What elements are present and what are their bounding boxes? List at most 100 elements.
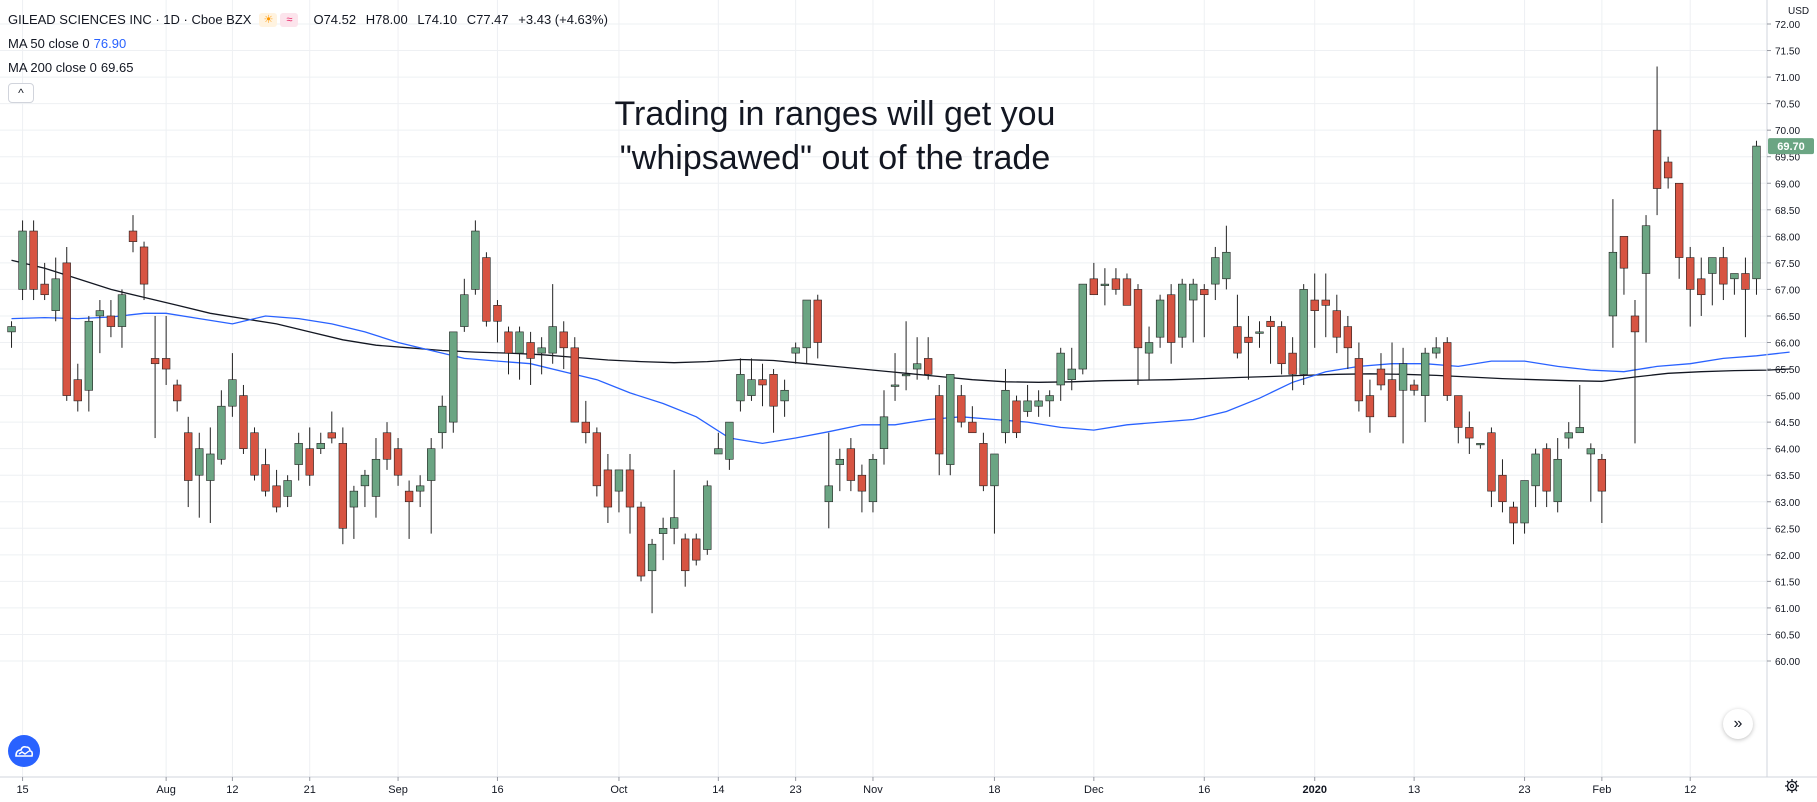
candle-body: [1476, 443, 1485, 446]
candle: [879, 390, 889, 465]
candle: [1310, 273, 1319, 348]
candle: [1663, 156, 1673, 189]
candle: [1012, 395, 1021, 439]
candle-body: [1144, 342, 1154, 354]
wave-icon[interactable]: ≈: [280, 13, 299, 27]
symbol-title[interactable]: GILEAD SCIENCES INC · 1D · Cboe BZX: [8, 12, 252, 27]
candle: [603, 453, 613, 523]
candle: [1255, 321, 1264, 348]
ma50-label: MA 50 close 0: [8, 36, 90, 51]
candle-body: [1708, 257, 1717, 274]
candle-body: [250, 432, 259, 476]
candle: [1531, 448, 1540, 508]
price-tick-label: 70.50: [1775, 100, 1800, 111]
candle: [669, 469, 679, 545]
candle-body: [614, 469, 624, 492]
currency-label: USD: [1788, 6, 1810, 17]
candle: [1409, 379, 1419, 396]
price-tick-label: 65.50: [1775, 365, 1800, 376]
close-value: 77.47: [476, 12, 509, 27]
candle: [1498, 459, 1507, 513]
candle-body: [1663, 161, 1673, 179]
candle: [1001, 369, 1010, 444]
candle: [482, 252, 491, 327]
candle: [95, 300, 105, 354]
settings-gear-icon[interactable]: [1784, 778, 1800, 794]
candle-body: [294, 443, 303, 465]
candle-body: [736, 374, 745, 402]
candle-body: [1376, 368, 1386, 386]
candle-body: [338, 443, 348, 529]
time-axis[interactable]: 15 Aug 12 21 Sep 16 Oct 14 23 Nov 18 Dec 16 2020 13 23 F…: [16, 777, 1696, 796]
candle: [537, 337, 546, 375]
candle-body: [515, 331, 524, 354]
last-price-label: 69.70: [1777, 141, 1805, 153]
candle-body: [393, 448, 403, 476]
candle-body: [570, 347, 579, 423]
candle-body: [1299, 289, 1308, 375]
candle-body: [360, 474, 370, 487]
candle-body: [493, 305, 502, 322]
time-tick-label: Feb: [1592, 784, 1611, 796]
logo-icon[interactable]: [8, 735, 40, 767]
ma200-value: 69.65: [100, 60, 134, 75]
ma50-legend[interactable]: MA 50 close 0 76.90: [8, 32, 614, 56]
candle: [1211, 246, 1220, 301]
time-tick-label: 13: [1408, 784, 1420, 796]
ma200-label: MA 200 close 0: [8, 60, 97, 75]
candle-body: [438, 405, 447, 434]
candle: [1200, 284, 1209, 338]
scroll-to-realtime-button[interactable]: »: [1723, 709, 1753, 739]
candle: [1166, 284, 1176, 364]
candle-body: [692, 538, 701, 561]
candle-body: [1133, 289, 1143, 349]
candle: [382, 422, 392, 470]
candle-body: [18, 230, 27, 290]
price-axis[interactable]: 60.00 60.50 61.00 61.50 62.00 62.50 63.00 63.50…: [1767, 20, 1800, 668]
price-tick-label: 62.50: [1775, 524, 1800, 535]
candle: [117, 289, 127, 348]
candle-body: [1675, 182, 1684, 258]
time-tick-label: 14: [712, 784, 724, 796]
candle-body: [1398, 363, 1408, 391]
candle-body: [857, 474, 867, 492]
candle-body: [173, 384, 182, 402]
candle: [1354, 342, 1364, 412]
candle-body: [791, 347, 800, 354]
candle-body: [29, 230, 38, 290]
candle: [272, 469, 281, 513]
candle-body: [758, 379, 767, 386]
candle: [161, 315, 171, 385]
candle: [1365, 379, 1375, 433]
candle: [228, 353, 237, 417]
price-tick-label: 67.00: [1775, 285, 1800, 296]
candle-body: [1586, 448, 1595, 455]
change-value: +3.43 (+4.63%): [518, 12, 608, 27]
candle-body: [802, 299, 811, 349]
time-tick-label: 16: [1198, 784, 1210, 796]
candle: [427, 438, 436, 534]
candle: [990, 453, 999, 534]
candle-body: [1387, 379, 1397, 418]
candle: [471, 220, 480, 295]
candle-body: [824, 485, 833, 503]
candle: [835, 448, 844, 492]
candle: [890, 353, 900, 401]
candle-body: [1310, 299, 1319, 311]
ohlc-values: O74.52 H78.00 L74.10 C77.47 +3.43 (+4.63…: [313, 8, 613, 32]
candle-body: [559, 331, 568, 349]
candle: [1465, 411, 1474, 454]
ma50-line: [11, 312, 1790, 445]
candle-body: [1078, 283, 1087, 370]
ma200-legend[interactable]: MA 200 close 0 69.65: [8, 56, 614, 80]
candle-body: [1222, 251, 1231, 280]
candle-body: [1641, 225, 1651, 274]
candle-body: [482, 257, 491, 322]
sun-icon[interactable]: ☀: [259, 13, 278, 27]
time-tick-label: Sep: [388, 784, 408, 796]
collapse-legend-button[interactable]: ^: [8, 83, 34, 103]
candle-body: [84, 320, 93, 391]
candle: [84, 315, 93, 412]
